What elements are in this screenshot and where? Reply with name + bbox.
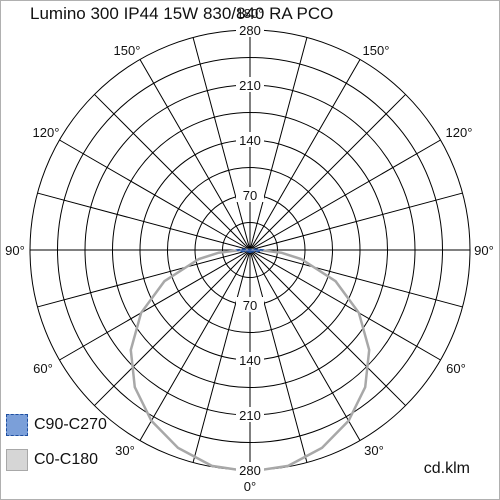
grid-spoke: [94, 94, 251, 251]
angle-label: 90°: [474, 243, 494, 258]
grid-spoke: [59, 139, 251, 251]
chart-title: Lumino 300 IP44 15W 830/840 RA PCO: [30, 4, 334, 23]
grid-spoke: [249, 249, 441, 361]
angle-label: 90°: [5, 243, 25, 258]
angle-label: 30°: [115, 443, 135, 458]
grid-spoke: [192, 37, 251, 251]
radial-tick-top: 70: [236, 187, 264, 203]
grid-spoke: [249, 37, 308, 251]
grid-spoke: [249, 249, 361, 441]
grid-spoke: [249, 59, 361, 251]
unit-label: cd.klm: [423, 460, 470, 477]
radial-tick-top: 210: [236, 77, 264, 93]
legend-item-c0-c180: C0-C180: [6, 447, 98, 473]
radial-tick-label: 210: [239, 78, 261, 93]
radial-tick-label: 70: [243, 188, 257, 203]
radial-tick-bg: [236, 77, 264, 92]
radial-tick-bottom: 280: [236, 462, 264, 478]
radial-tick-bottom: 210: [236, 407, 264, 423]
grid-spoke: [192, 249, 251, 463]
legend-label-c90-c270: C90-C270: [34, 416, 107, 433]
grid-spoke: [37, 192, 251, 251]
grid-spoke: [249, 139, 441, 251]
radial-tick-bg: [236, 22, 264, 37]
radial-tick-top: 280: [236, 22, 264, 38]
legend-item-c90-c270: C90-C270: [6, 412, 107, 438]
radial-tick-bg: [236, 187, 264, 202]
radial-tick-bg: [236, 297, 264, 312]
radial-tick-bottom: 70: [236, 297, 264, 313]
radial-tick-label: 140: [239, 353, 261, 368]
grid-spoke: [37, 249, 251, 308]
grid-spoke: [249, 249, 308, 463]
grid-spoke: [94, 249, 251, 406]
grid-spoke: [59, 249, 251, 361]
radial-tick-bottom: 140: [236, 352, 264, 368]
angle-label: 120°: [33, 125, 60, 140]
angle-label: 120°: [446, 125, 473, 140]
radial-tick-top: 140: [236, 132, 264, 148]
grid-spoke: [249, 192, 463, 251]
radial-tick-label: 70: [243, 298, 257, 313]
series-curve-c90-c270: [235, 248, 265, 254]
grid-spoke: [249, 94, 406, 251]
angle-label: 0°: [244, 479, 256, 494]
legend-label-c0-c180: C0-C180: [34, 451, 99, 468]
radial-tick-bg: [236, 132, 264, 147]
legend-swatch-c0-c180: [6, 449, 28, 471]
angle-label: 60°: [33, 361, 53, 376]
radial-tick-label: 280: [239, 463, 261, 478]
radial-tick-bg: [236, 462, 264, 477]
grid-spoke: [249, 249, 406, 406]
radial-tick-label: 280: [239, 23, 261, 38]
radial-tick-bg: [236, 407, 264, 422]
radial-tick-label: 210: [239, 408, 261, 423]
grid-spoke: [139, 59, 251, 251]
angle-label: 30°: [364, 443, 384, 458]
radial-tick-bg: [236, 352, 264, 367]
radial-tick-label: 140: [239, 133, 261, 148]
angle-label: 150°: [114, 43, 141, 58]
legend-swatch-c90-c270: [6, 414, 28, 436]
grid-spoke: [249, 249, 463, 308]
angle-label: 180°: [237, 6, 264, 21]
grid-spoke: [139, 249, 251, 441]
series-layer: [129, 248, 371, 473]
angle-label: 60°: [446, 361, 466, 376]
angle-label: 150°: [363, 43, 390, 58]
